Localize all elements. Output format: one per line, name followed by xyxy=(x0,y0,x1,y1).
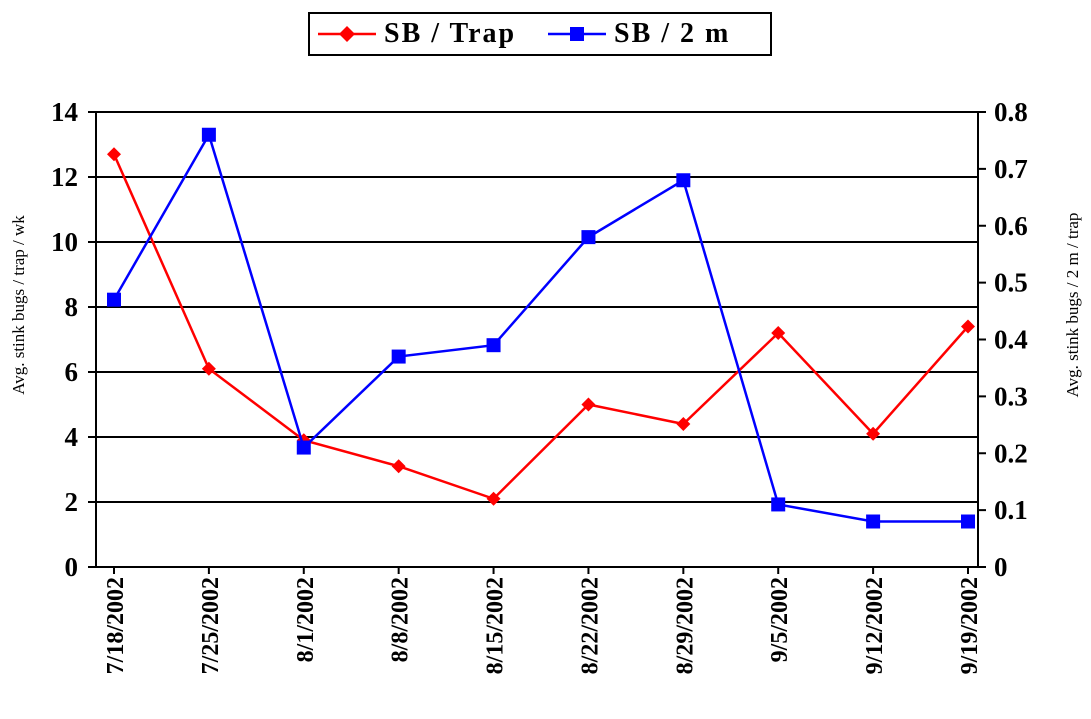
data-point-sb-trap xyxy=(866,426,881,441)
legend: SB / Trap SB / 2 m xyxy=(308,12,772,56)
y-tick-label: 12 xyxy=(51,162,78,192)
x-tick-label: 9/5/2002 xyxy=(767,577,793,662)
series-line-sb-2m xyxy=(112,131,968,523)
legend-entry-sb-2m: SB / 2 m xyxy=(548,14,730,54)
x-tick-label: 8/29/2002 xyxy=(672,577,698,674)
y2-tick-label: 0.1 xyxy=(994,495,1028,525)
legend-marker-blue-square xyxy=(548,27,606,41)
data-point-sb-trap xyxy=(961,319,975,334)
x-tick-label: 9/19/2002 xyxy=(957,577,983,674)
data-point-sb-2m xyxy=(676,173,691,188)
y2-tick-label: 0 xyxy=(994,552,1008,582)
x-tick-label: 8/1/2002 xyxy=(293,577,319,662)
x-tick-label: 7/18/2002 xyxy=(103,577,129,674)
data-point-sb-2m xyxy=(107,292,121,307)
series-layer xyxy=(107,127,975,529)
y2-tick-label: 0.6 xyxy=(994,211,1028,241)
axes xyxy=(88,111,986,574)
tick-labels: 0 2 4 6 8 10 12 14 0 0.1 0.2 0.3 0.4 0.5 0.6 0.7 0.8 7/18… xyxy=(51,97,1028,674)
data-point-sb-2m xyxy=(296,440,311,455)
y2-tick-label: 0.8 xyxy=(994,97,1028,127)
x-tick-label: 9/12/2002 xyxy=(862,577,888,674)
data-point-sb-trap xyxy=(391,459,406,474)
x-tick-label: 8/22/2002 xyxy=(577,577,603,674)
data-point-sb-2m xyxy=(391,349,406,364)
data-point-sb-2m xyxy=(581,230,596,245)
y2-tick-label: 0.3 xyxy=(994,381,1028,411)
y-tick-label: 0 xyxy=(65,552,79,582)
y2-axis-label: Avg. stink bugs / 2 m / trap xyxy=(1063,213,1082,398)
x-tick-label: 8/8/2002 xyxy=(388,577,414,662)
y-tick-label: 4 xyxy=(65,422,79,452)
data-point-sb-trap xyxy=(581,397,596,412)
data-point-sb-2m xyxy=(201,127,216,142)
data-point-sb-2m xyxy=(771,497,786,512)
x-tick-label: 8/15/2002 xyxy=(483,577,509,674)
y2-tick-label: 0.7 xyxy=(994,154,1028,184)
y2-tick-label: 0.5 xyxy=(994,268,1028,298)
y-tick-label: 8 xyxy=(65,292,79,322)
data-point-sb-trap xyxy=(107,147,121,162)
legend-marker-red-diamond xyxy=(318,26,376,42)
y-axis-label: Avg. stink bugs / trap / wk xyxy=(9,215,28,395)
data-point-sb-trap xyxy=(676,417,691,431)
y-tick-label: 14 xyxy=(51,97,78,127)
data-point-sb-2m xyxy=(961,514,975,529)
y-tick-label: 6 xyxy=(65,357,79,387)
x-tick-label: 7/25/2002 xyxy=(198,577,224,674)
data-point-sb-2m xyxy=(866,514,881,529)
data-point-sb-trap xyxy=(771,326,786,340)
legend-label-sb-trap: SB / Trap xyxy=(384,18,517,49)
series-line-sb-trap xyxy=(112,153,969,501)
y2-tick-label: 0.4 xyxy=(994,325,1028,355)
gridlines xyxy=(96,111,978,503)
y-tick-label: 10 xyxy=(51,227,78,257)
y-tick-label: 2 xyxy=(65,487,79,517)
legend-entry-sb-trap: SB / Trap xyxy=(318,14,516,54)
data-point-sb-2m xyxy=(486,338,501,353)
data-point-sb-trap xyxy=(486,491,501,506)
legend-label-sb-2m: SB / 2 m xyxy=(614,18,731,49)
y2-tick-label: 0.2 xyxy=(994,438,1028,468)
data-point-sb-trap xyxy=(201,361,216,376)
